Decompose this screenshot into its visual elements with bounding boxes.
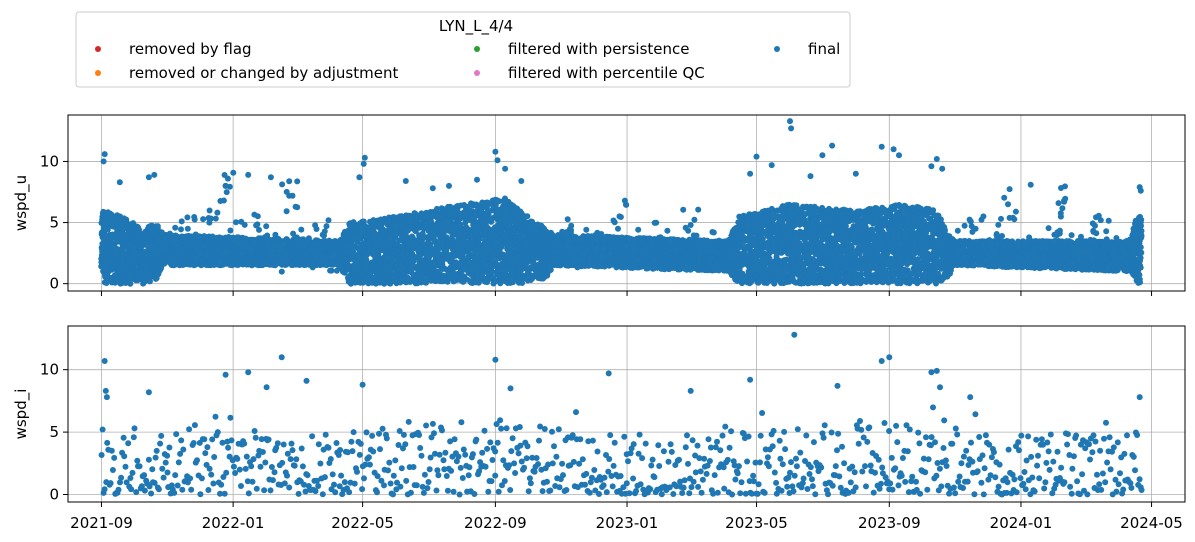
panel-0-points <box>98 118 1145 287</box>
legend-label-0: removed by flag <box>129 40 252 58</box>
panel-0-point-318 <box>127 280 134 287</box>
legend-marker-2 <box>474 46 480 52</box>
legend-marker-0 <box>95 46 101 52</box>
legend-label-1: removed or changed by adjustment <box>129 64 398 82</box>
legend-frame <box>75 11 851 88</box>
legend-label-2: filtered with persistence <box>508 40 689 58</box>
legend-entry-4: final <box>774 40 840 58</box>
legend-title: LYN_L_4/4 <box>439 17 513 36</box>
legend-label-4: final <box>808 40 840 58</box>
legend: LYN_L_4/4 removed by flag removed or cha… <box>75 11 851 88</box>
panel-0-point-75 <box>104 226 111 233</box>
legend-marker-4 <box>774 46 780 52</box>
legend-marker-3 <box>474 70 480 76</box>
legend-entry-1: removed or changed by adjustment <box>95 64 398 82</box>
panel-0-point-4670 <box>524 213 531 220</box>
legend-entry-0: removed by flag <box>95 40 252 58</box>
legend-marker-1 <box>95 70 101 76</box>
legend-label-3: filtered with percentile QC <box>508 64 705 82</box>
legend-entry-2: filtered with persistence <box>474 40 689 58</box>
legend-entry-3: filtered with percentile QC <box>474 64 705 82</box>
